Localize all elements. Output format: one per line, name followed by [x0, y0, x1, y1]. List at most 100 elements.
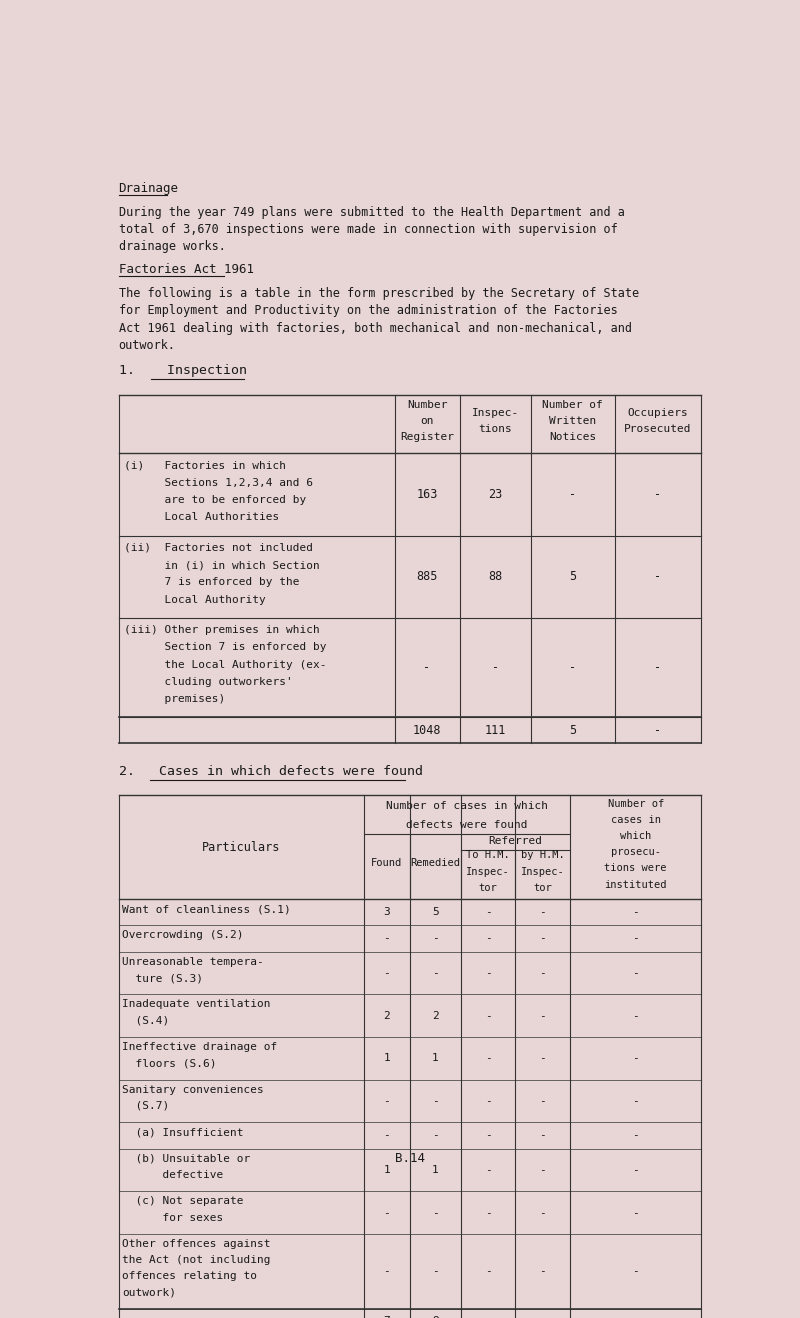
Text: To H.M.: To H.M. — [466, 850, 510, 861]
Text: (b) Unsuitable or: (b) Unsuitable or — [122, 1153, 250, 1164]
Text: -: - — [432, 1267, 438, 1276]
Text: on: on — [420, 416, 434, 426]
Text: 885: 885 — [416, 571, 438, 584]
Text: 2: 2 — [432, 1011, 438, 1020]
Text: -: - — [654, 724, 662, 737]
Text: total of 3,670 inspections were made in connection with supervision of: total of 3,670 inspections were made in … — [118, 223, 618, 236]
Text: Number: Number — [406, 399, 447, 410]
Text: by H.M.: by H.M. — [521, 850, 565, 861]
Text: Section 7 is enforced by: Section 7 is enforced by — [123, 642, 326, 652]
Text: -: - — [383, 1131, 390, 1140]
Text: -: - — [569, 488, 576, 501]
Text: Local Authorities: Local Authorities — [123, 513, 279, 522]
Text: 163: 163 — [416, 488, 438, 501]
Text: Notices: Notices — [549, 432, 596, 442]
Text: -: - — [485, 969, 491, 978]
Text: -: - — [485, 1267, 491, 1276]
Text: Sections 1,2,3,4 and 6: Sections 1,2,3,4 and 6 — [123, 478, 313, 488]
Text: Occupiers: Occupiers — [628, 407, 688, 418]
Text: Number of: Number of — [542, 399, 603, 410]
Text: 7: 7 — [383, 1317, 390, 1318]
Text: -: - — [632, 1011, 639, 1020]
Text: (S.4): (S.4) — [122, 1016, 170, 1025]
Text: for sexes: for sexes — [122, 1213, 223, 1223]
Text: 1: 1 — [383, 1165, 390, 1174]
Text: -: - — [539, 1097, 546, 1106]
Text: (a) Insufficient: (a) Insufficient — [122, 1127, 244, 1137]
Text: -: - — [485, 907, 491, 917]
Text: -: - — [485, 1131, 491, 1140]
Text: -: - — [632, 1267, 639, 1276]
Text: (iii) Other premises in which: (iii) Other premises in which — [123, 625, 319, 635]
Text: -: - — [383, 1267, 390, 1276]
Text: Other offences against: Other offences against — [122, 1239, 271, 1249]
Text: Remedied: Remedied — [410, 858, 461, 869]
Text: Referred: Referred — [488, 836, 542, 846]
Text: 1: 1 — [432, 1165, 438, 1174]
Text: tions: tions — [478, 424, 512, 434]
Text: Found: Found — [371, 858, 402, 869]
Text: Register: Register — [400, 432, 454, 442]
Text: premises): premises) — [123, 695, 225, 704]
Text: -: - — [485, 1165, 491, 1174]
Text: 1048: 1048 — [413, 724, 442, 737]
Text: outwork): outwork) — [122, 1288, 176, 1298]
Text: -: - — [632, 1097, 639, 1106]
Text: 1: 1 — [383, 1053, 390, 1064]
Text: -: - — [539, 1053, 546, 1064]
Text: 1.    Inspection: 1. Inspection — [118, 364, 246, 377]
Text: -: - — [654, 488, 662, 501]
Text: -: - — [432, 1131, 438, 1140]
Text: -: - — [539, 933, 546, 944]
Text: 23: 23 — [488, 488, 502, 501]
Text: -: - — [485, 1207, 491, 1218]
Text: -: - — [492, 662, 499, 673]
Text: The following is a table in the form prescribed by the Secretary of State: The following is a table in the form pre… — [118, 287, 638, 301]
Text: outwork.: outwork. — [118, 339, 176, 352]
Text: -: - — [632, 907, 639, 917]
Text: -: - — [632, 969, 639, 978]
Text: -: - — [485, 933, 491, 944]
Text: Prosecuted: Prosecuted — [624, 424, 692, 434]
Text: 5: 5 — [569, 724, 576, 737]
Text: Inspec-: Inspec- — [466, 866, 510, 876]
Text: in (i) in which Section: in (i) in which Section — [123, 560, 319, 571]
Text: During the year 749 plans were submitted to the Health Department and a: During the year 749 plans were submitted… — [118, 206, 625, 219]
Text: -: - — [539, 1267, 546, 1276]
Text: tions were: tions were — [605, 863, 667, 874]
Text: Particulars: Particulars — [202, 841, 280, 854]
Text: floors (S.6): floors (S.6) — [122, 1058, 217, 1069]
Text: -: - — [383, 1207, 390, 1218]
Text: -: - — [423, 662, 430, 673]
Text: -: - — [654, 662, 662, 673]
Text: -: - — [485, 1097, 491, 1106]
Text: Written: Written — [549, 416, 596, 426]
Text: Ineffective drainage of: Ineffective drainage of — [122, 1043, 278, 1052]
Text: 1: 1 — [432, 1053, 438, 1064]
Text: prosecu-: prosecu- — [610, 847, 661, 857]
Text: tor: tor — [534, 883, 552, 892]
Text: -: - — [632, 1131, 639, 1140]
Text: -: - — [383, 933, 390, 944]
Text: Unreasonable tempera-: Unreasonable tempera- — [122, 957, 264, 967]
Text: -: - — [432, 933, 438, 944]
Text: 88: 88 — [488, 571, 502, 584]
Text: (c) Not separate: (c) Not separate — [122, 1197, 244, 1206]
Text: -: - — [632, 1053, 639, 1064]
Text: 111: 111 — [485, 724, 506, 737]
Text: -: - — [539, 1011, 546, 1020]
Text: -: - — [485, 1317, 491, 1318]
Text: 5: 5 — [569, 571, 576, 584]
Text: -: - — [539, 907, 546, 917]
Text: 9: 9 — [432, 1317, 438, 1318]
Text: -: - — [432, 969, 438, 978]
Text: -: - — [654, 571, 662, 584]
Text: defects were found: defects were found — [406, 820, 527, 830]
Text: -: - — [432, 1207, 438, 1218]
Text: Overcrowding (S.2): Overcrowding (S.2) — [122, 931, 244, 941]
Text: -: - — [632, 1165, 639, 1174]
Text: Sanitary conveniences: Sanitary conveniences — [122, 1085, 264, 1095]
Text: -: - — [539, 1165, 546, 1174]
Text: the Act (not including: the Act (not including — [122, 1255, 271, 1265]
Text: ture (S.3): ture (S.3) — [122, 973, 203, 983]
